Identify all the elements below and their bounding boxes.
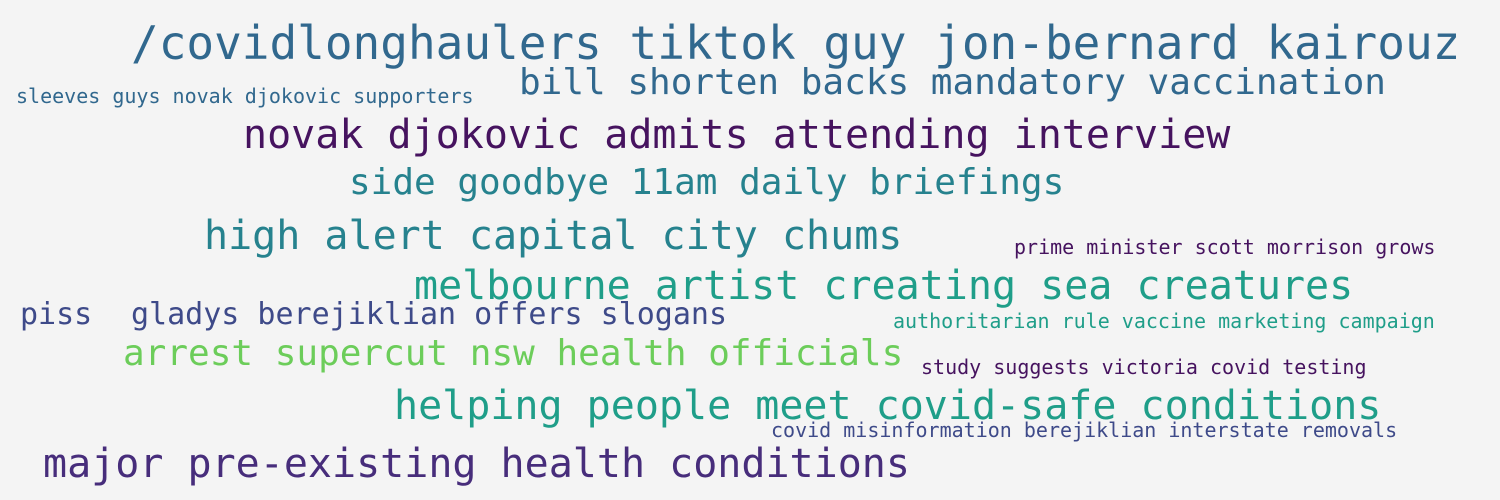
phrase-prime-minister: prime minister scott morrison grows <box>1014 235 1436 259</box>
phrase-authoritarian-rule: authoritarian rule vaccine marketing cam… <box>893 309 1435 333</box>
phrase-melbourne-artist: melbourne artist creating sea creatures <box>414 263 1354 309</box>
phrase-side-goodbye: side goodbye 11am daily briefings <box>349 162 1065 203</box>
phrase-study-suggests: study suggests victoria covid testing <box>921 355 1367 379</box>
phrase-major-pre-existing: major pre-existing health conditions <box>43 441 910 487</box>
phrase-arrest-supercut: arrest supercut nsw health officials <box>123 333 904 374</box>
phrase-covidlonghaulers: /covidlonghaulers tiktok guy jon-bernard… <box>131 16 1461 70</box>
phrase-bill-shorten: bill shorten backs mandatory vaccination <box>519 62 1386 103</box>
phrase-gladys-berejiklian: gladys berejiklian offers slogans <box>131 297 728 332</box>
phrase-helping-people: helping people meet covid-safe condition… <box>394 383 1382 429</box>
phrase-sleeves-guys: sleeves guys novak djokovic supporters <box>16 84 474 108</box>
phrase-novak-djokovic-admits: novak djokovic admits attending intervie… <box>243 112 1231 158</box>
phrase-piss: piss <box>20 297 93 332</box>
phrase-covid-misinformation: covid misinformation berejiklian interst… <box>771 418 1398 442</box>
phrase-high-alert: high alert capital city chums <box>204 213 903 259</box>
